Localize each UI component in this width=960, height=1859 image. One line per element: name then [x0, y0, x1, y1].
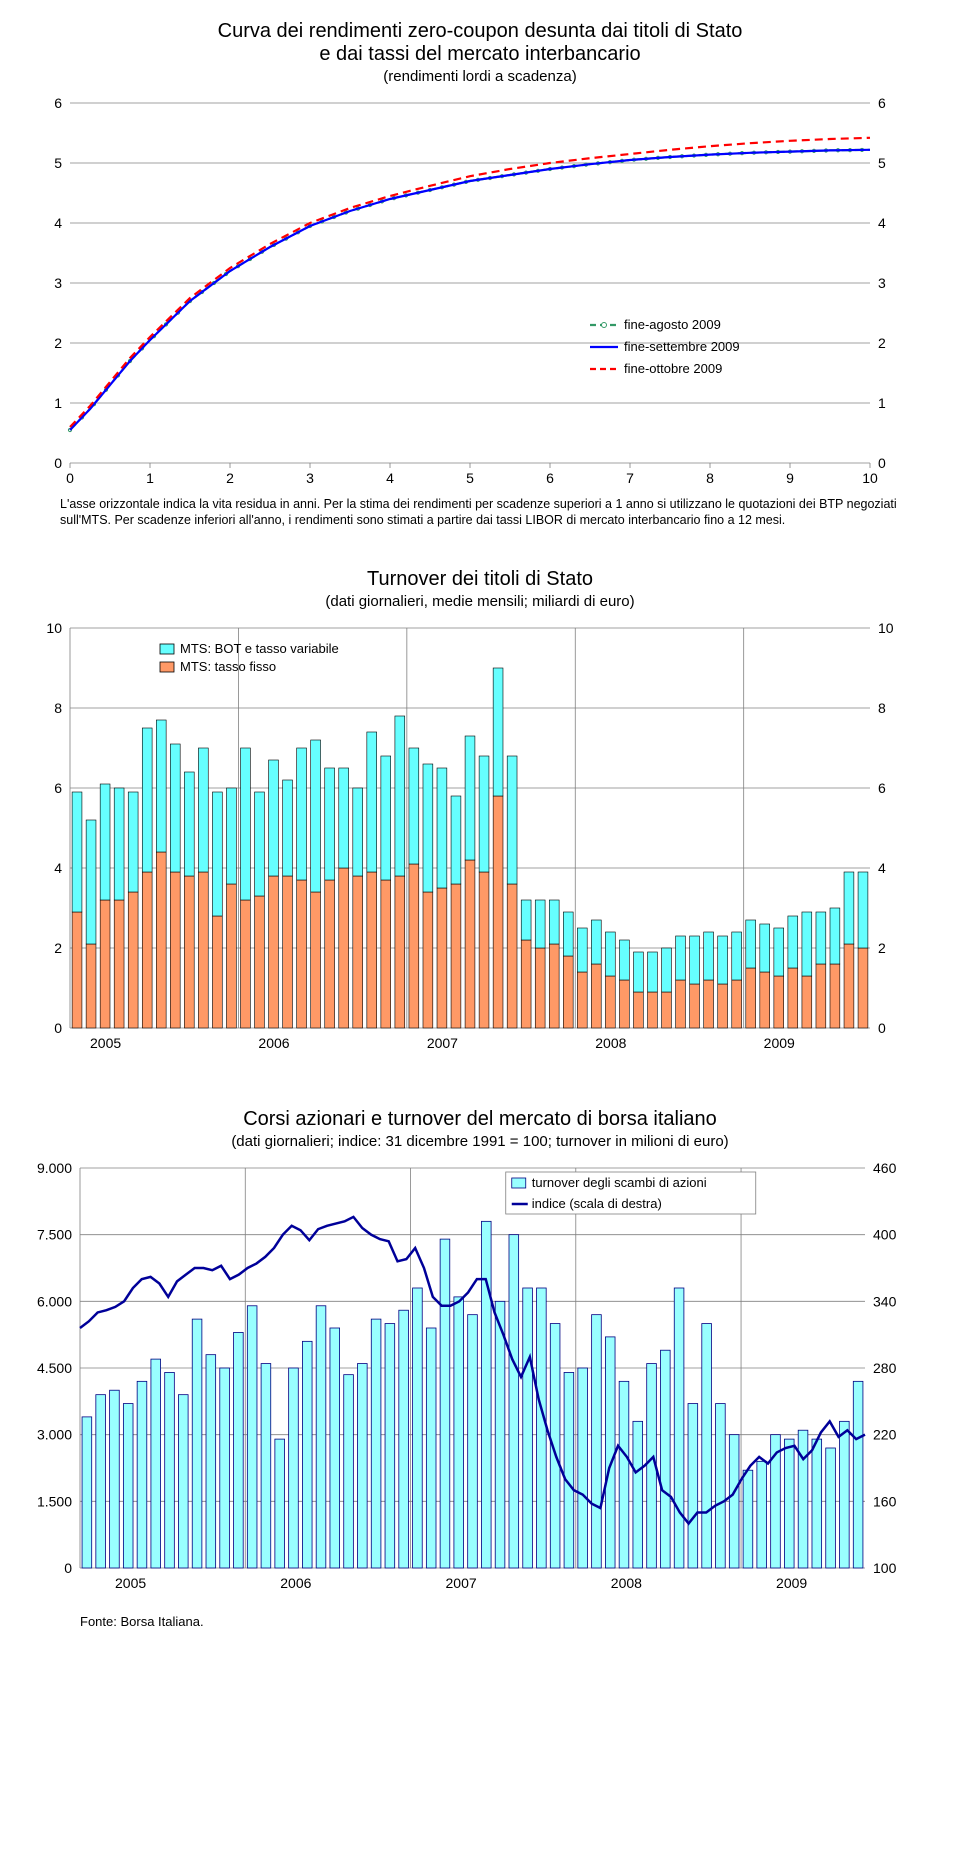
svg-text:6: 6: [878, 780, 886, 796]
svg-text:6.000: 6.000: [37, 1294, 72, 1310]
svg-text:4.500: 4.500: [37, 1360, 72, 1376]
svg-text:1: 1: [54, 395, 62, 411]
svg-text:2006: 2006: [258, 1035, 289, 1051]
svg-text:4: 4: [878, 215, 886, 231]
svg-text:6: 6: [54, 780, 62, 796]
svg-text:3.000: 3.000: [37, 1427, 72, 1443]
chart2-svg: 0 0 2 2 4 4 6 6 8 8 10 10 2005 2006 2007 2008 2009 MTS: B…: [20, 618, 920, 1068]
yield-curve-chart: Curva dei rendimenti zero-coupon desunta…: [20, 20, 940, 528]
stock-market-chart: Corsi azionari e turnover del mercato di…: [20, 1108, 940, 1629]
svg-text:1: 1: [146, 470, 154, 486]
svg-text:6: 6: [878, 95, 886, 111]
svg-text:2007: 2007: [446, 1575, 477, 1591]
chart1-title-line1: Curva dei rendimenti zero-coupon desunta…: [20, 20, 940, 43]
svg-text:2008: 2008: [595, 1035, 626, 1051]
svg-text:2007: 2007: [427, 1035, 458, 1051]
svg-text:10: 10: [878, 620, 894, 636]
svg-text:fine-agosto 2009: fine-agosto 2009: [624, 317, 721, 332]
chart2-subtitle: (dati giornalieri, medie mensili; miliar…: [20, 593, 940, 610]
svg-text:10: 10: [862, 470, 878, 486]
svg-text:5: 5: [54, 155, 62, 171]
svg-text:6: 6: [54, 95, 62, 111]
svg-text:7.500: 7.500: [37, 1227, 72, 1243]
svg-text:7: 7: [626, 470, 634, 486]
svg-text:2: 2: [878, 940, 886, 956]
svg-text:MTS: tasso fisso: MTS: tasso fisso: [180, 659, 276, 674]
svg-text:3: 3: [306, 470, 314, 486]
svg-text:2: 2: [54, 335, 62, 351]
chart1-subtitle: (rendimenti lordi a scadenza): [20, 68, 940, 85]
svg-text:indice (scala di destra): indice (scala di destra): [532, 1196, 662, 1211]
chart1-footnote: L'asse orizzontale indica la vita residu…: [60, 497, 910, 528]
svg-text:9.000: 9.000: [37, 1160, 72, 1176]
svg-text:8: 8: [706, 470, 714, 486]
svg-text:2009: 2009: [764, 1035, 795, 1051]
svg-text:2006: 2006: [280, 1575, 311, 1591]
svg-text:5: 5: [878, 155, 886, 171]
source-text: Fonte: Borsa Italiana.: [80, 1614, 940, 1629]
chart3-title: Corsi azionari e turnover del mercato di…: [20, 1108, 940, 1131]
svg-text:1.500: 1.500: [37, 1494, 72, 1510]
svg-text:100: 100: [873, 1560, 897, 1576]
chart3-svg: 0 1.500 3.000 4.500 6.000 7.500 9.000 100 160 220…: [20, 1158, 920, 1608]
svg-text:220: 220: [873, 1427, 897, 1443]
svg-text:4: 4: [54, 215, 62, 231]
svg-text:460: 460: [873, 1160, 897, 1176]
svg-text:8: 8: [878, 700, 886, 716]
svg-text:4: 4: [54, 860, 62, 876]
svg-text:280: 280: [873, 1360, 897, 1376]
svg-text:9: 9: [786, 470, 794, 486]
chart1-title-line2: e dai tassi del mercato interbancario: [20, 43, 940, 66]
svg-text:2005: 2005: [90, 1035, 121, 1051]
svg-text:4: 4: [386, 470, 394, 486]
svg-text:1: 1: [878, 395, 886, 411]
svg-text:MTS: BOT e tasso variabile: MTS: BOT e tasso variabile: [180, 641, 339, 656]
chart2-title: Turnover dei titoli di Stato: [20, 568, 940, 591]
svg-text:3: 3: [54, 275, 62, 291]
svg-text:3: 3: [878, 275, 886, 291]
svg-text:10: 10: [46, 620, 62, 636]
svg-text:2008: 2008: [611, 1575, 642, 1591]
svg-text:fine-ottobre 2009: fine-ottobre 2009: [624, 361, 722, 376]
svg-text:8: 8: [54, 700, 62, 716]
svg-text:2: 2: [54, 940, 62, 956]
svg-text:2009: 2009: [776, 1575, 807, 1591]
chart3-subtitle: (dati giornalieri; indice: 31 dicembre 1…: [20, 1133, 940, 1150]
svg-text:0: 0: [878, 455, 886, 471]
svg-text:fine-settembre 2009: fine-settembre 2009: [624, 339, 740, 354]
turnover-chart: Turnover dei titoli di Stato (dati giorn…: [20, 568, 940, 1068]
svg-text:2: 2: [878, 335, 886, 351]
svg-text:5: 5: [466, 470, 474, 486]
svg-text:6: 6: [546, 470, 554, 486]
svg-text:0: 0: [54, 455, 62, 471]
svg-text:2: 2: [226, 470, 234, 486]
svg-text:4: 4: [878, 860, 886, 876]
svg-text:0: 0: [64, 1560, 72, 1576]
svg-text:160: 160: [873, 1494, 897, 1510]
svg-text:0: 0: [66, 470, 74, 486]
svg-text:400: 400: [873, 1227, 897, 1243]
svg-text:0: 0: [54, 1020, 62, 1036]
chart1-svg: 00112233445566012345678910fine-agosto 20…: [20, 93, 920, 493]
svg-text:turnover degli scambi di azion: turnover degli scambi di azioni: [532, 1175, 707, 1190]
svg-text:340: 340: [873, 1294, 897, 1310]
svg-text:0: 0: [878, 1020, 886, 1036]
svg-text:2005: 2005: [115, 1575, 146, 1591]
